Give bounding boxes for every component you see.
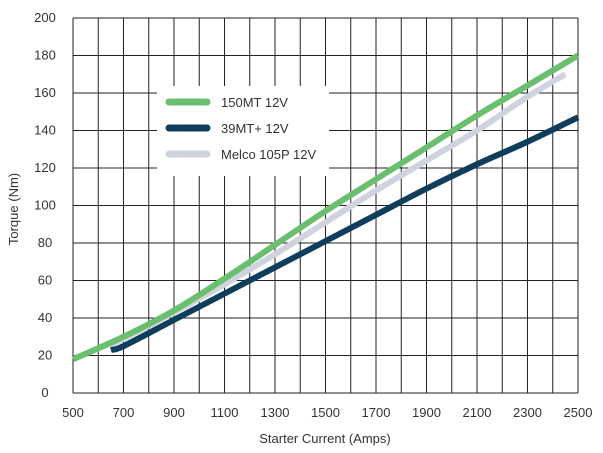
series-line-0 [71,52,580,362]
y-tick-label: 160 [34,85,56,100]
y-tick-label: 180 [34,48,56,63]
series-line-1 [110,114,580,353]
y-tick-label: 140 [34,123,56,138]
legend-label: Melco 105P 12V [221,147,316,162]
x-tick-label: 1100 [211,405,239,420]
grid [72,17,579,394]
x-tick-label: 900 [163,405,185,420]
y-tick-label: 80 [38,235,52,250]
legend-label: 150MT 12V [221,95,288,110]
y-tick-label: 120 [34,160,56,175]
x-axis-title: Starter Current (Amps) [259,431,390,446]
series-layer [71,52,580,362]
x-tick-label: 1900 [412,405,441,420]
x-tick-label: 2300 [513,405,542,420]
x-tick-label: 1300 [261,405,290,420]
x-tick-label: 500 [62,405,84,420]
tick-labels: 500 700 900 1100 1300 1500 1700 1900 2100 2300 250… [34,10,592,420]
x-tick-label: 1700 [362,405,391,420]
y-tick-label: 0 [41,385,48,400]
x-tick-label: 1500 [311,405,340,420]
y-tick-label: 60 [38,273,52,288]
legend-label: 39MT+ 12V [221,121,289,136]
x-tick-label: 700 [113,405,135,420]
y-tick-label: 100 [34,198,56,213]
y-tick-label: 40 [38,310,52,325]
x-tick-label: 2100 [463,405,492,420]
x-tick-label: 2500 [564,405,593,420]
legend: 150MT 12V 39MT+ 12V Melco 105P 12V [157,86,329,176]
y-tick-label: 200 [34,10,56,25]
y-tick-label: 20 [38,348,52,363]
y-axis-title: Torque (Nm) [6,173,21,245]
